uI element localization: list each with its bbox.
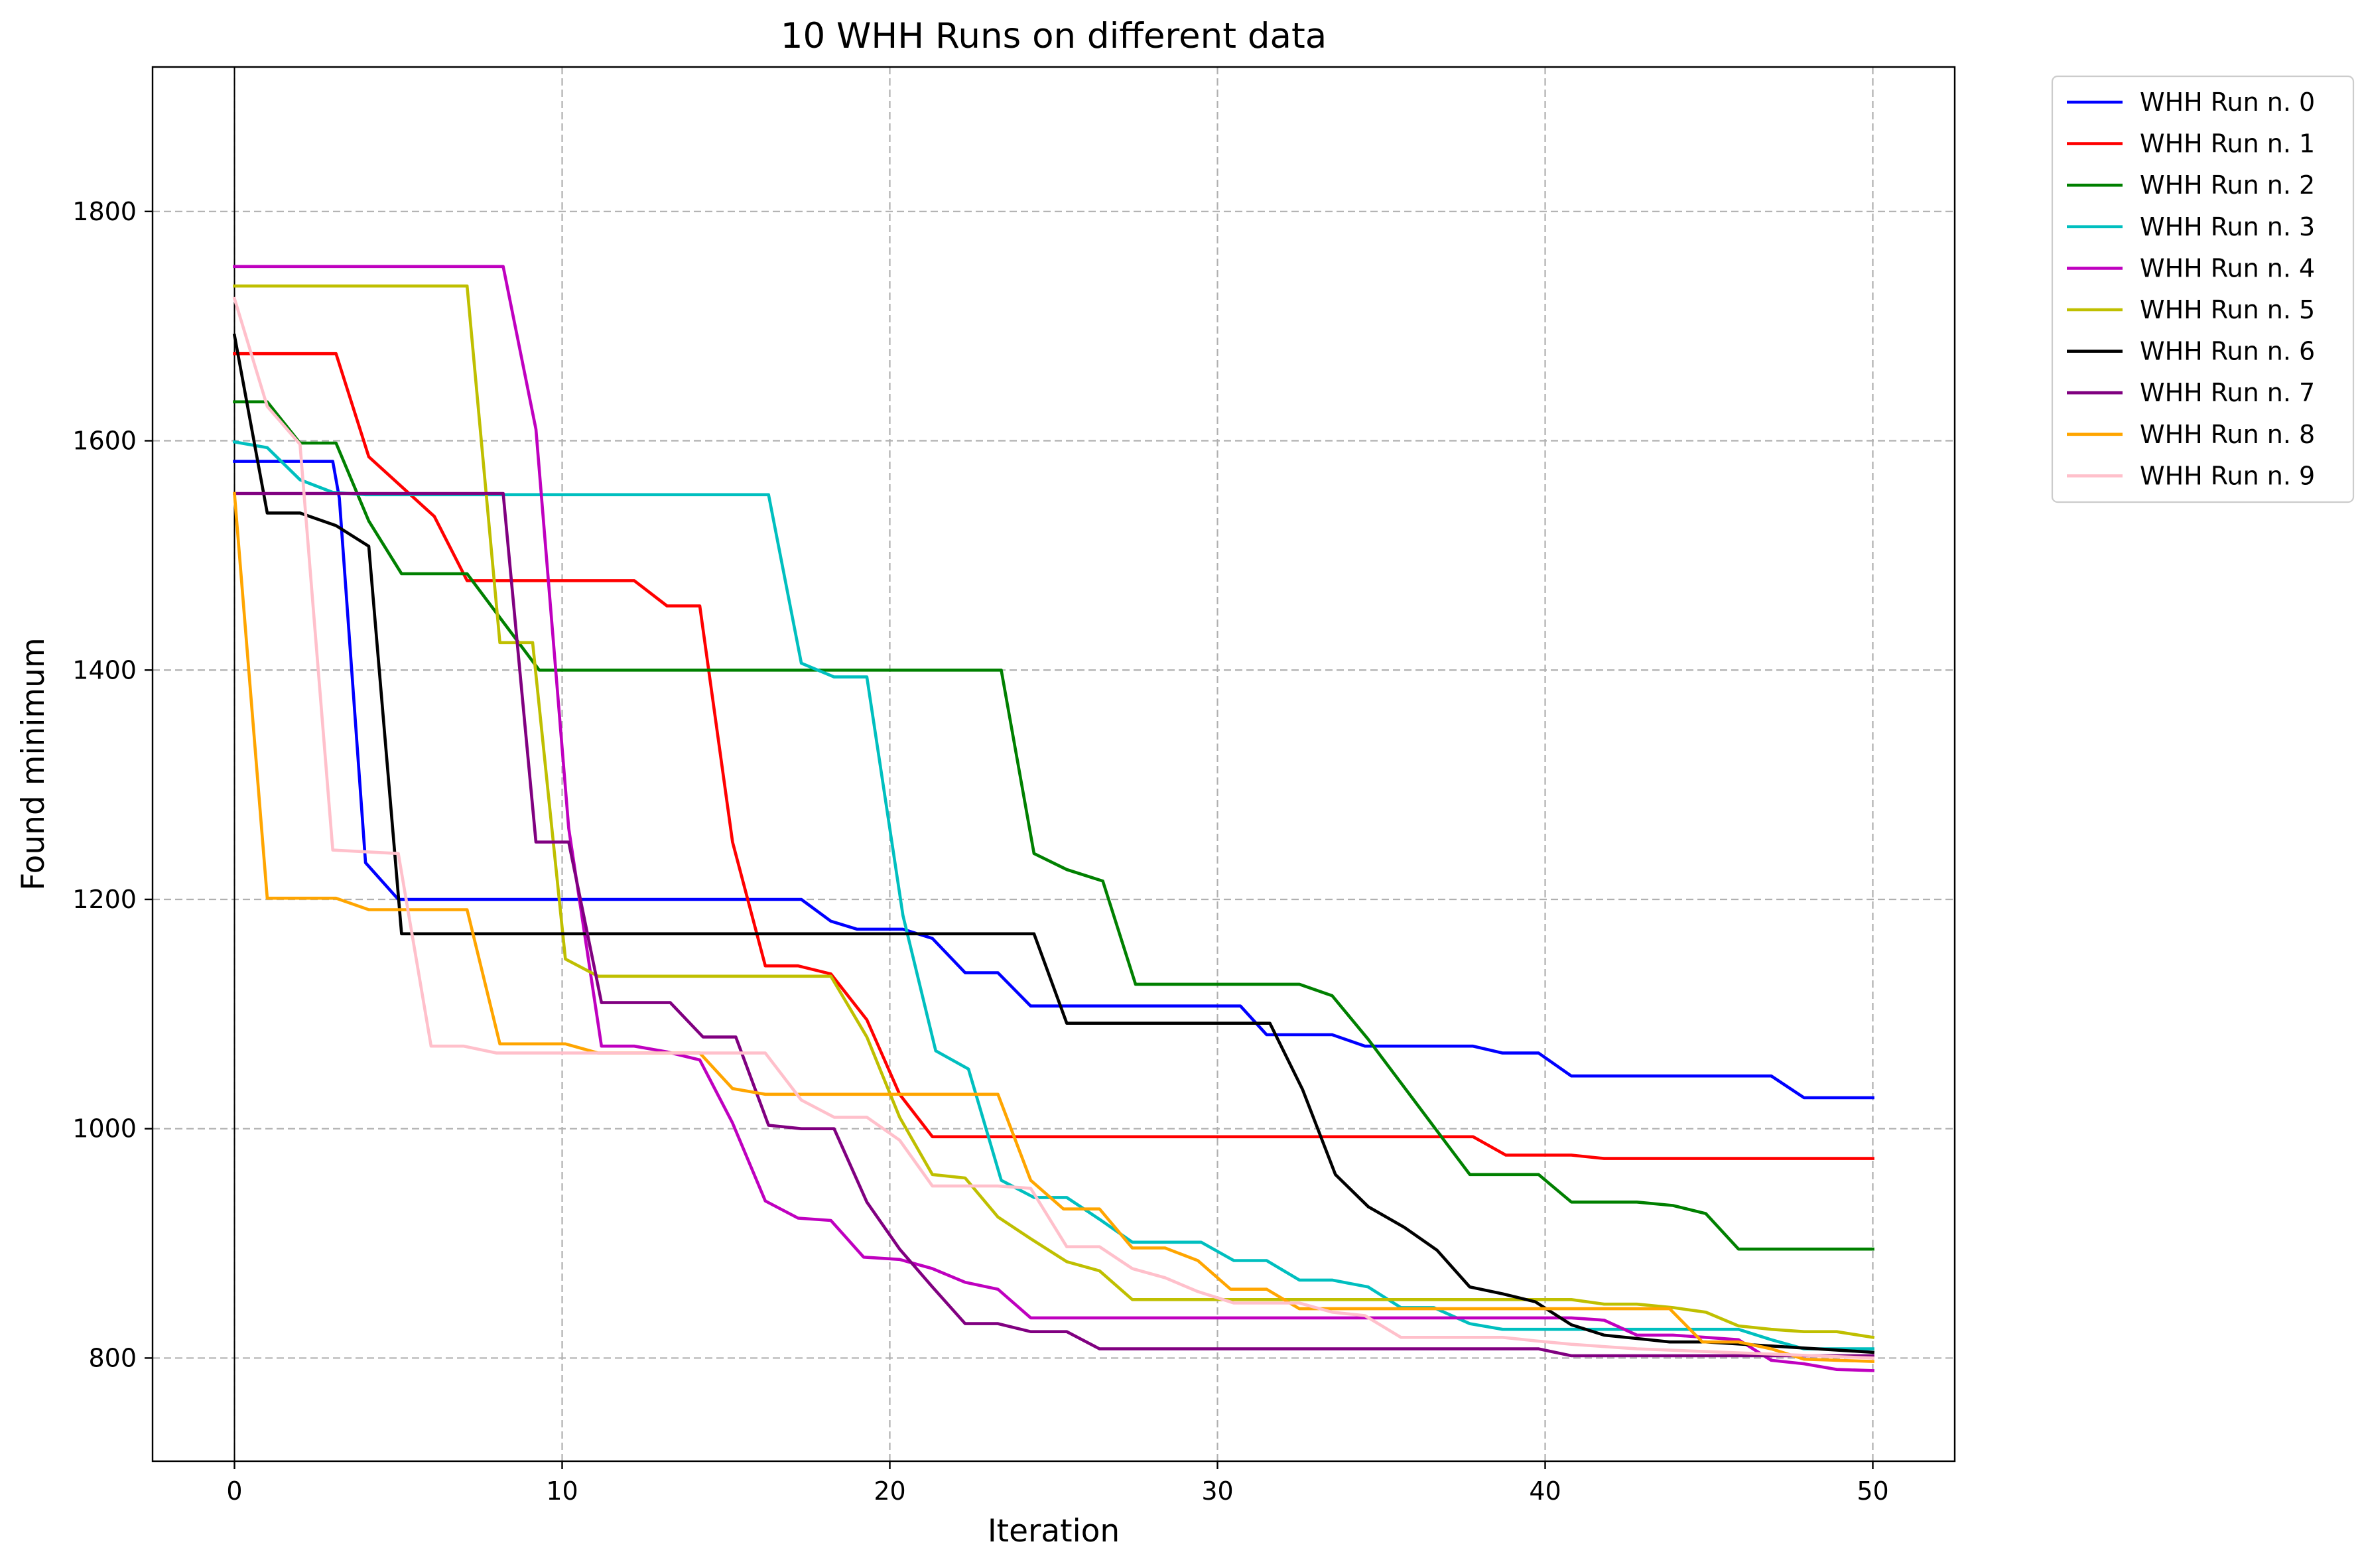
y-tick-label: 1000 (72, 1114, 137, 1143)
chart-title: 10 WHH Runs on different data (781, 16, 1327, 56)
x-tick-label: 10 (546, 1476, 578, 1506)
legend-label: WHH Run n. 8 (2140, 420, 2315, 449)
y-tick-label: 1800 (72, 197, 137, 226)
plot-area-frame (151, 66, 1956, 1463)
series-line-run-5 (233, 284, 1875, 1339)
series-line-run-0 (233, 460, 1874, 1100)
series-line-run-4 (233, 265, 1874, 1372)
x-tick-label: 20 (874, 1476, 905, 1506)
series-line-run-8 (233, 491, 1874, 1363)
x-tick-label: 0 (226, 1476, 242, 1506)
legend-box (2051, 75, 2355, 503)
x-tick-label: 40 (1529, 1476, 1561, 1506)
x-tick-label: 50 (1857, 1476, 1888, 1506)
y-tick-label: 1200 (72, 885, 137, 914)
series-line-run-1 (233, 352, 1874, 1160)
legend-label: WHH Run n. 4 (2140, 253, 2315, 283)
legend-label: WHH Run n. 6 (2140, 337, 2315, 366)
legend-label: WHH Run n. 0 (2140, 88, 2315, 117)
series-line-run-9 (232, 296, 1874, 1360)
y-axis-label: Found minimum (15, 637, 52, 891)
legend: WHH Run n. 0 WHH Run n. 1 WHH Run n. 2 WHH … (2051, 75, 2355, 503)
series-line-run-6 (232, 333, 1874, 1354)
series-lines (232, 265, 1875, 1372)
axis-ticks: 0 10 20 30 40 50 800 1000 1200 1400 1600 1800 (72, 197, 1888, 1506)
legend-label: WHH Run n. 5 (2140, 295, 2315, 324)
legend-label: WHH Run n. 9 (2140, 461, 2315, 490)
x-axis-label: Iteration (988, 1513, 1120, 1549)
x-tick-label: 30 (1201, 1476, 1233, 1506)
series-line-run-7 (233, 491, 1874, 1358)
y-tick-label: 800 (88, 1343, 137, 1372)
y-tick-label: 1400 (72, 655, 137, 685)
legend-label: WHH Run n. 7 (2140, 378, 2315, 407)
legend-label: WHH Run n. 3 (2140, 212, 2315, 241)
legend-label: WHH Run n. 1 (2140, 129, 2315, 159)
series-line-run-3 (232, 440, 1874, 1350)
legend-label: WHH Run n. 2 (2140, 170, 2315, 200)
series-line-run-2 (233, 400, 1874, 1251)
y-tick-label: 1600 (72, 426, 137, 456)
